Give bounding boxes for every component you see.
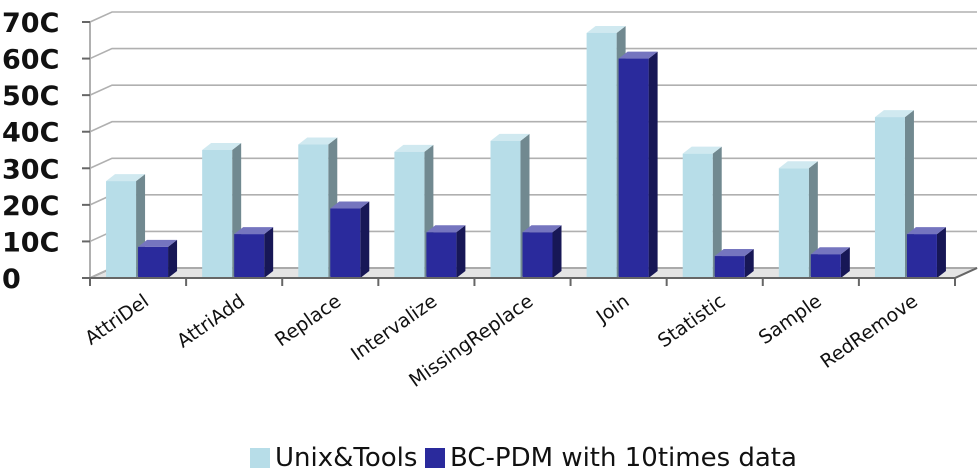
bar-side [168,239,178,278]
bar-front [714,256,745,278]
bar-front [234,234,265,278]
x-axis: AttriDel AttriAdd Replace IntervalizeMissin… [81,267,978,392]
bar-front [586,32,617,278]
bar-top [778,161,818,169]
bar-side [456,225,466,278]
bar-top [522,225,562,233]
bar-front [490,140,521,278]
bars-layer [106,25,946,279]
gridline [89,120,977,133]
bar-front [202,150,233,278]
bar-top [234,227,274,235]
legend-label-0: Unix&Tools [275,443,417,472]
bar-side [648,51,658,279]
bar-top [330,201,370,209]
x-tick-label-replace: Replace [271,290,345,351]
legend-swatch-0 [250,448,270,468]
bar-statistic-series-0 [682,146,722,278]
bar-intervalize-series-1 [426,225,466,278]
bar-front [874,117,905,278]
bar-front [810,254,841,278]
bar-attridel-series-0 [106,174,146,278]
x-tick-label-attriadd: AttriAdd [173,290,249,352]
bar-front [394,151,425,278]
y-tick-label: 60C [2,45,59,76]
y-tick-label: 50C [2,81,59,112]
legend-label-1: BC-PDM with 10times data [450,443,797,472]
bar-front [298,144,329,278]
bar-front [426,232,457,278]
legend-swatch-1 [425,448,445,468]
bar-attriadd-series-1 [234,227,274,278]
gridline [89,47,977,60]
x-tick-label-statistic: Statistic [654,290,730,352]
x-tick-label-join: Join [592,290,634,328]
bar-top [138,239,178,247]
bar-sample-series-0 [778,161,818,278]
bar-top [618,51,658,59]
x-tick-label-sample: Sample [755,290,826,349]
bar-top [426,225,466,233]
bar-side [936,227,946,278]
bar-front [330,208,361,278]
bar-side [264,227,274,278]
bar-top [298,137,338,145]
bar-side [808,161,818,278]
y-tick-label: 10C [2,227,59,258]
bar-side [712,146,722,278]
bar-top [490,133,530,141]
y-tick-label: 0 [2,264,21,295]
x-axis-depth-line [954,267,978,279]
legend: Unix&Tools BC-PDM with 10times data [250,443,797,472]
bar-top [682,146,722,154]
bar-attridel-series-1 [138,239,178,278]
y-tick-label: 30C [2,154,59,185]
bar-front [778,168,809,278]
bar-front [522,232,553,278]
bar-top [810,247,850,255]
bar-top [202,143,242,150]
bar-front [106,181,137,278]
bar-top [586,25,626,33]
gridline [89,11,977,23]
bar-front [138,246,169,278]
bar-side [360,201,370,278]
bar-top [874,110,914,118]
bar-top [714,249,754,257]
bar-side [552,225,562,278]
y-tick-label: 40C [2,118,59,149]
bar-redremove-series-1 [906,227,946,278]
bar-side [840,247,850,278]
bar-missingreplace-series-0 [490,133,530,278]
x-tick-label-intervalize: Intervalize [347,290,441,365]
bar-missingreplace-series-1 [522,225,562,278]
bar-top [394,144,434,152]
bar-front [618,58,649,279]
x-tick-label-redremove: RedRemove [816,290,921,373]
bar-front [682,153,713,278]
bar-replace-series-1 [330,201,370,278]
y-tick-label: 70C [2,8,59,39]
gridline [89,84,977,96]
bar-join-series-1 [618,51,658,279]
bar-statistic-series-1 [714,249,754,278]
y-axis: 0 10C 20C 30C 40C 50C 60C 70C [2,8,59,295]
bar-sample-series-1 [810,247,850,278]
bar-front [906,234,937,278]
bar-top [906,227,946,235]
bar-top [106,174,146,182]
bar-side [744,249,754,278]
y-tick-label: 20C [2,191,59,222]
x-tick-label-attridel: AttriDel [81,290,153,349]
